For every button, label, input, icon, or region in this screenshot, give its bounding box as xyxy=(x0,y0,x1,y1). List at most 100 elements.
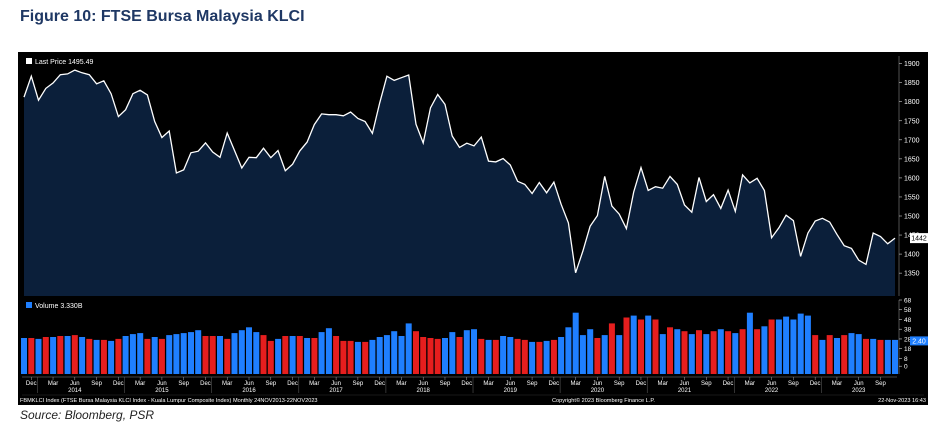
volume-bar xyxy=(681,331,688,374)
price-y-tick-label: 1900 xyxy=(904,61,920,68)
volume-bar xyxy=(166,335,173,374)
price-y-axis: 1350140014501500155016001650170017501800… xyxy=(898,56,920,296)
volume-bar xyxy=(608,323,615,374)
volume-y-tick-label: 28 xyxy=(904,336,912,343)
volume-bar xyxy=(289,336,296,374)
price-y-tick-label: 1800 xyxy=(904,99,920,106)
volume-bar xyxy=(623,317,630,374)
volume-bar xyxy=(761,326,768,374)
x-month-label: Jun xyxy=(331,381,341,387)
price-y-tick-label: 1500 xyxy=(904,214,920,221)
volume-bar xyxy=(775,319,782,374)
volume-last-tag: 2.40 xyxy=(910,336,928,346)
volume-y-tick-label: 68 xyxy=(904,298,912,305)
volume-y-tick-label: 18 xyxy=(904,346,912,353)
x-month-label: Dec xyxy=(723,381,734,387)
volume-bar xyxy=(529,341,536,374)
volume-bar xyxy=(369,339,376,374)
x-month-label: Sep xyxy=(614,381,625,387)
volume-bar xyxy=(71,335,78,374)
volume-bar xyxy=(420,337,427,374)
volume-bar xyxy=(21,338,27,374)
source-note: Source: Bloomberg, PSR xyxy=(20,408,155,422)
volume-bar xyxy=(275,338,282,374)
volume-bar xyxy=(137,333,144,374)
price-last-tag-value: 1442 xyxy=(911,236,927,243)
volume-bar xyxy=(151,337,158,374)
volume-bar xyxy=(195,330,202,374)
volume-bar xyxy=(449,332,456,374)
volume-bar xyxy=(579,335,586,374)
volume-bar xyxy=(863,338,869,374)
volume-bar xyxy=(318,332,325,374)
volume-bar xyxy=(485,339,492,374)
volume-legend-swatch xyxy=(26,302,32,308)
volume-bar xyxy=(892,339,898,374)
volume-bar xyxy=(202,336,209,374)
volume-bar xyxy=(855,334,862,374)
volume-y-tick-label: 58 xyxy=(904,307,912,314)
price-y-tick-label: 1550 xyxy=(904,194,920,201)
volume-bar xyxy=(253,332,260,374)
x-month-label: Dec xyxy=(26,381,37,387)
volume-bar xyxy=(565,327,572,374)
price-y-tick-label: 1400 xyxy=(904,252,920,259)
volume-bar xyxy=(725,331,732,374)
volume-bar xyxy=(296,336,303,374)
bloomberg-chart: 1350140014501500155016001650170017501800… xyxy=(18,52,928,405)
volume-bar xyxy=(659,334,666,374)
x-month-label: Mar xyxy=(745,381,755,387)
price-area-fill xyxy=(24,70,895,296)
volume-bar xyxy=(209,336,216,374)
volume-y-tick-label: 8 xyxy=(904,356,908,363)
volume-bar xyxy=(260,335,267,374)
volume-bar xyxy=(79,337,86,374)
volume-bar xyxy=(405,323,412,374)
x-month-label: Dec xyxy=(461,381,472,387)
x-month-label: Jun xyxy=(418,381,428,387)
volume-panel: 08 18 28 38 48 58 68 Volume 3.330B 2.40 xyxy=(21,298,928,374)
volume-bar xyxy=(739,329,746,374)
volume-bar xyxy=(108,340,115,374)
volume-bar xyxy=(870,338,877,374)
x-month-label: Mar xyxy=(396,381,406,387)
x-month-label: Mar xyxy=(832,381,842,387)
volume-bar xyxy=(797,313,804,374)
x-month-label: Jun xyxy=(70,381,80,387)
volume-bar xyxy=(238,330,245,374)
volume-bar xyxy=(674,329,681,374)
x-month-label: Dec xyxy=(810,381,821,387)
volume-bar xyxy=(173,334,180,374)
x-month-label: Mar xyxy=(48,381,58,387)
price-legend-label: Last Price 1495.49 xyxy=(35,59,93,66)
volume-bar xyxy=(246,327,252,374)
price-y-tick-label: 1850 xyxy=(904,80,920,87)
footer-copyright: Copyright© 2023 Bloomberg Finance L.P. xyxy=(552,397,655,404)
volume-bar xyxy=(521,339,528,374)
price-y-tick-label: 1700 xyxy=(904,137,920,144)
volume-bar xyxy=(688,334,695,374)
volume-bar xyxy=(398,336,405,374)
x-month-label: Dec xyxy=(549,381,560,387)
x-year-label: 2022 xyxy=(765,388,779,394)
volume-bar xyxy=(282,336,289,374)
x-year-label: 2014 xyxy=(68,388,82,394)
volume-bar xyxy=(594,338,601,374)
volume-bar xyxy=(630,315,637,374)
x-month-label: Jun xyxy=(680,381,690,387)
x-month-label: Sep xyxy=(265,381,276,387)
volume-bar xyxy=(28,338,35,374)
volume-legend-label: Volume 3.330B xyxy=(35,303,83,310)
volume-bar xyxy=(638,319,644,374)
volume-bar xyxy=(122,336,129,374)
volume-bar xyxy=(558,337,565,374)
volume-bar xyxy=(100,339,107,374)
volume-bar xyxy=(550,339,557,374)
time-x-axis: Dec Mar Jun Sep Dec Mar Jun Sep Dec Mar Jun Sep Dec M… xyxy=(22,376,897,394)
volume-bar xyxy=(746,312,753,374)
x-month-label: Sep xyxy=(353,381,364,387)
price-last-tag-box xyxy=(910,233,928,244)
x-month-label: Jun xyxy=(593,381,603,387)
volume-bar xyxy=(413,331,419,374)
volume-bar xyxy=(500,336,507,374)
